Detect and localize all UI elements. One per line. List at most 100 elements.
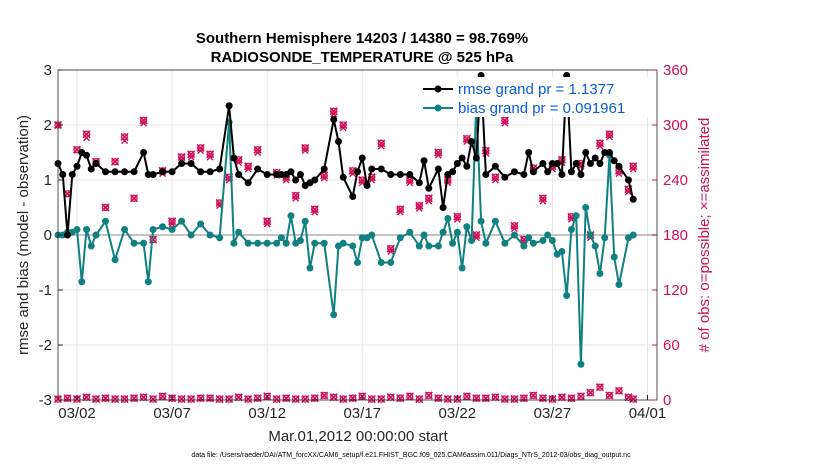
obs-low-circle [406, 392, 414, 400]
obs-assimilated-mark [301, 147, 309, 155]
rmse-point [520, 171, 528, 178]
rmse-point [434, 165, 442, 173]
obs-low-point [101, 394, 110, 403]
obs-possible-cross [415, 201, 424, 210]
y-axis-right: 0 60 120 180 240 300 360 [652, 62, 688, 409]
obs-assimilated-mark [197, 147, 205, 155]
rmse-point [159, 168, 167, 176]
rmse-point [501, 173, 509, 181]
obs-low-circle [368, 395, 376, 403]
rmse-point [330, 116, 338, 123]
obs-low-circle [187, 395, 195, 403]
obs-low-cross [225, 395, 234, 404]
obs-low-circle [434, 394, 442, 402]
rmse-point [510, 168, 518, 176]
rmse-point [415, 179, 423, 187]
obs-low-cross [614, 386, 624, 395]
obs-low-circle [510, 395, 519, 403]
bias-point [296, 237, 304, 244]
obs-low-circle [311, 394, 319, 402]
bias-point [468, 237, 476, 244]
obs-low-point [187, 395, 196, 404]
obs-low-cross [282, 394, 291, 403]
rmse-point [292, 176, 300, 184]
y2-tick-label: 60 [663, 337, 680, 354]
rmse-point [468, 138, 476, 145]
obs-possible-cross [472, 230, 481, 240]
obs-low-point [567, 394, 576, 403]
obs-low-circle [130, 394, 138, 402]
x-tick-label: 03/02 [58, 405, 96, 422]
bias-point [277, 234, 285, 242]
obs-low-point [215, 395, 224, 404]
bias-point [482, 239, 490, 247]
obs-possible-cross [396, 205, 405, 214]
bias-point [582, 204, 590, 211]
obs-low-point [310, 394, 319, 403]
bias-point [368, 231, 376, 239]
rmse-point [449, 168, 457, 176]
rmse-point [544, 168, 552, 176]
obs-low-point [538, 394, 547, 403]
obs-low-cross [472, 394, 481, 403]
rmse-point [629, 195, 637, 203]
bias-point [197, 220, 205, 228]
obs-low-circle [415, 395, 423, 403]
obs-assimilated-mark [263, 220, 271, 228]
obs-assimilated-mark [339, 124, 347, 132]
obs-low-circle [149, 395, 157, 403]
bias-point [206, 231, 214, 239]
obs-assimilated-mark [83, 134, 91, 142]
y-tick-label: 3 [44, 62, 52, 79]
rmse-point [206, 168, 214, 176]
obs-low-point [91, 395, 101, 404]
obs-low-point [586, 388, 595, 397]
obs-assimilated-mark [510, 225, 518, 233]
obs-low-circle [339, 395, 347, 403]
bias-point [149, 226, 157, 233]
obs-low-circle [273, 395, 281, 403]
obs-low-cross [177, 395, 186, 404]
bias-point [420, 231, 428, 239]
obs-assimilated-mark [168, 220, 176, 228]
obs-low-point [63, 394, 72, 403]
rmse-point [368, 165, 376, 173]
bias-point [244, 239, 252, 247]
bias-point [263, 239, 271, 247]
rmse-point [586, 160, 594, 167]
x-tick-label: 03/07 [153, 405, 191, 422]
obs-low-cross [396, 394, 405, 403]
rmse-point [296, 171, 304, 178]
obs-assimilated-mark [396, 208, 404, 216]
obs-low-point [629, 395, 638, 404]
bias-point [92, 231, 100, 239]
obs-low-cross [120, 395, 129, 404]
obs-low-cross [329, 393, 338, 402]
obs-low-point [129, 394, 139, 403]
bias-point [83, 226, 91, 233]
y-tick-label: -1 [39, 282, 52, 299]
bias-point [491, 217, 499, 225]
rmse-point [130, 168, 138, 176]
obs-low-circle [349, 394, 357, 402]
obs-low-point [529, 391, 538, 400]
x-tick-label: 03/17 [343, 405, 381, 422]
legend: rmse grand pr = 1.1377 bias grand pr = 0… [418, 77, 654, 117]
bias-point [501, 239, 509, 247]
obs-low-cross [405, 392, 414, 401]
bias-point [330, 311, 338, 319]
obs-assimilated-mark [130, 194, 138, 202]
obs-possible-cross [329, 107, 338, 116]
obs-low-cross [462, 392, 471, 401]
obs-low-circle [596, 383, 604, 391]
rmse-point [377, 165, 385, 173]
rmse-point [387, 171, 395, 178]
obs-low-point [301, 395, 310, 404]
obs-possible-cross [491, 173, 500, 182]
obs-low-circle [501, 395, 509, 403]
rmse-point [87, 165, 95, 173]
rmse-point [577, 171, 585, 178]
obs-assimilated-mark [140, 119, 148, 127]
obs-possible-cross [453, 212, 462, 221]
obs-assimilated-mark [425, 197, 433, 205]
